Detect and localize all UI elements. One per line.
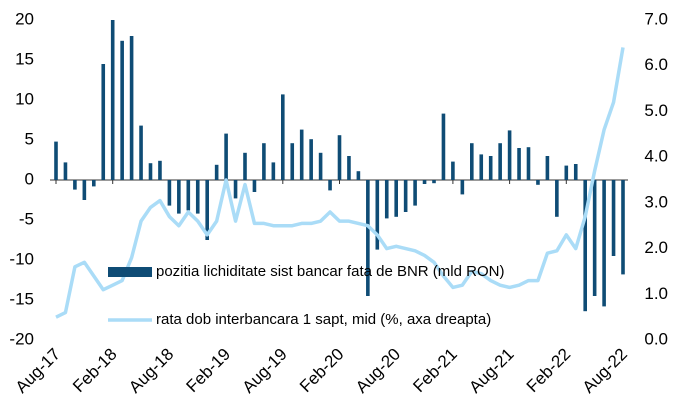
bar [63,162,68,180]
y2-tick-label: 6.0 [644,55,668,74]
bar [347,156,351,180]
x-tick-label: Feb-20 [296,345,348,397]
bar [158,160,162,180]
bar [110,20,115,180]
bar [394,180,398,217]
bar [536,180,540,185]
y-tick-label: 10 [15,89,34,108]
bar [148,163,153,180]
y-tick-label: 15 [15,49,34,68]
x-tick-label: Feb-22 [523,345,575,397]
y-tick-label: -15 [9,289,34,308]
bar [82,180,87,200]
bar [479,154,484,180]
bar [262,143,266,180]
bar [73,180,77,190]
bar [271,162,276,180]
bar [564,165,569,180]
bar [54,141,58,180]
bar [611,180,616,256]
bar [195,180,200,214]
y-tick-label: 20 [15,9,34,28]
bar [129,36,134,180]
bar [139,125,143,180]
legend-swatch [108,267,152,277]
bar [224,133,228,180]
x-tick-label: Aug-19 [239,345,291,397]
bar [101,64,106,180]
bar [583,180,587,312]
bar [432,180,436,184]
bar [507,130,512,180]
bar [545,156,550,180]
y-tick-label: 0 [25,169,34,188]
bar [205,180,209,240]
x-tick-label: Feb-18 [69,345,121,397]
bar [281,94,285,180]
y2-tick-label: 2.0 [644,238,668,257]
bar [470,143,474,180]
y2-tick-label: 3.0 [644,192,668,211]
legend-label: pozitia lichiditate sist bancar fata de … [156,263,504,280]
x-tick-label: Feb-19 [183,345,235,397]
bar [356,171,361,180]
y2-tick-label: 4.0 [644,147,668,166]
y-tick-label: 5 [25,129,34,148]
y2-tick-label: 5.0 [644,101,668,120]
bar [318,152,323,180]
bar [186,180,191,211]
x-tick-label: Aug-21 [465,345,517,397]
bar [233,180,238,199]
bar [92,180,96,187]
bar [517,148,521,180]
x-tick-label: Aug-18 [125,345,177,397]
y2-tick-label: 0.0 [644,329,668,348]
bar [592,180,597,296]
bar [252,180,257,192]
bar [555,180,559,217]
x-tick-label: Aug-22 [579,345,631,397]
bar [290,143,295,180]
y2-tick-label: 1.0 [644,284,668,303]
line [55,47,625,319]
bar [413,180,417,206]
bar [214,164,219,180]
bar [451,161,455,180]
x-tick-label: Feb-21 [409,345,461,397]
bar [309,139,313,180]
bar [243,152,247,180]
bar [337,135,342,180]
y-tick-label: -5 [19,209,34,228]
bar [328,180,332,191]
bar [573,164,578,180]
bar [422,180,427,184]
bar [498,143,502,180]
x-tick-label: Aug-17 [12,345,64,397]
bar [488,156,493,180]
bar [384,180,389,219]
bar [120,40,124,180]
bar [167,180,172,206]
y2-tick-label: 7.0 [644,9,668,28]
bar [460,180,465,195]
bar [299,129,304,180]
bar [403,180,408,212]
bar [441,113,446,180]
bar [526,147,531,180]
bar [177,180,181,214]
bar [602,180,606,307]
y-tick-label: -10 [9,249,34,268]
y-tick-label: -20 [9,329,34,348]
legend-label: rata dob interbancara 1 sapt, mid (%, ax… [156,311,491,328]
bar [366,180,370,296]
x-tick-label: Aug-20 [352,345,404,397]
bar [375,180,380,250]
bar [621,180,625,275]
